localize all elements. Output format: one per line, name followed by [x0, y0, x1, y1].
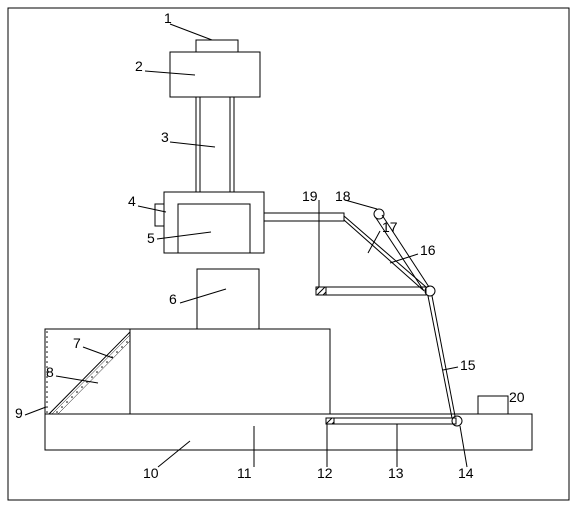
- part-5: [178, 204, 250, 253]
- label-11: 11: [237, 465, 252, 481]
- label-5: 5: [147, 230, 155, 246]
- part-7: [45, 329, 130, 414]
- label-16: 16: [420, 242, 436, 258]
- label-12: 12: [317, 465, 333, 481]
- part-20: [478, 396, 508, 414]
- label-8: 8: [46, 364, 54, 380]
- part-6: [197, 269, 259, 329]
- part-13: [326, 418, 456, 424]
- label-17: 17: [382, 219, 398, 235]
- part-15a: [432, 296, 455, 416]
- label-9: 9: [15, 405, 23, 421]
- schematic-drawing: [0, 0, 577, 508]
- part-1: [196, 40, 238, 52]
- part-11: [130, 329, 330, 414]
- border-rect: [8, 8, 569, 500]
- label-19: 19: [302, 188, 318, 204]
- part-8-edge1: [49, 332, 130, 414]
- label-1: 1: [164, 10, 172, 26]
- label-10: 10: [143, 465, 159, 481]
- pivot-14: [452, 416, 462, 426]
- part-8: [52, 335, 130, 414]
- part-4: [155, 204, 164, 226]
- label-20: 20: [509, 389, 525, 405]
- pivot-18: [374, 209, 384, 219]
- part-16: [316, 287, 426, 295]
- part-3-col-right: [230, 97, 234, 192]
- label-13: 13: [388, 465, 404, 481]
- part-12-hatch: [326, 418, 334, 424]
- label-7: 7: [73, 335, 81, 351]
- part-19-hatch: [316, 287, 326, 295]
- label-4: 4: [128, 193, 136, 209]
- label-15: 15: [460, 357, 476, 373]
- label-2: 2: [135, 58, 143, 74]
- part-10: [45, 414, 532, 450]
- leader-lines: [25, 24, 467, 467]
- label-3: 3: [161, 129, 169, 145]
- part-15b: [428, 296, 452, 418]
- arm-right: [264, 213, 344, 221]
- label-18: 18: [335, 188, 351, 204]
- part-outer-5: [164, 192, 264, 253]
- label-14: 14: [458, 465, 474, 481]
- label-6: 6: [169, 291, 177, 307]
